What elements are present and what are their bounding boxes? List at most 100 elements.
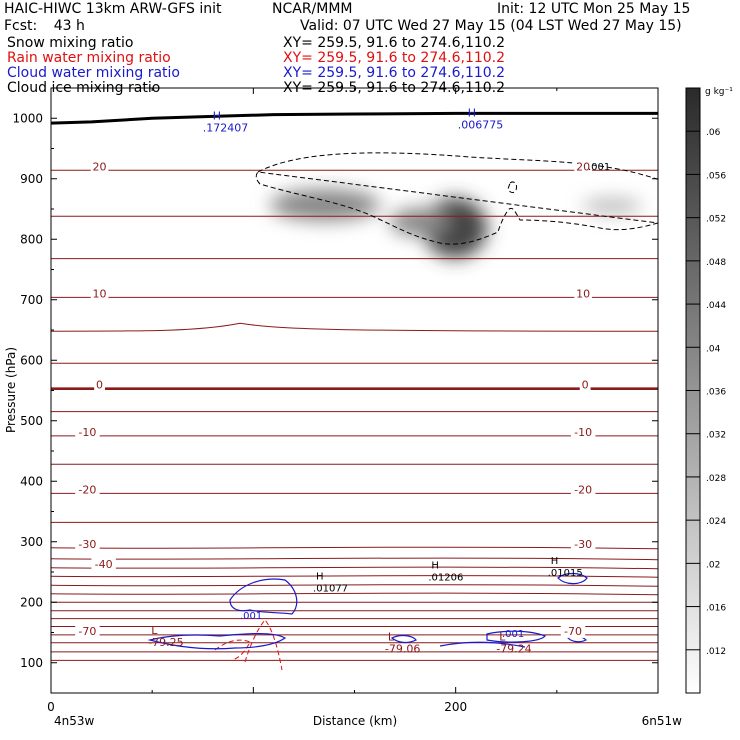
colorbar-tick-label: .048 bbox=[706, 258, 726, 268]
snow-maximum-value: .01077 bbox=[313, 583, 348, 594]
cloud-water-contour-1 bbox=[229, 578, 298, 615]
temperature-contour-label: -30 bbox=[78, 538, 96, 551]
temperature-contour-label: 0 bbox=[96, 379, 103, 392]
temperature-contour-label: -30 bbox=[574, 538, 592, 551]
colorbar-tick-label: .056 bbox=[706, 171, 726, 181]
cloud-ice-contour-label: .001 bbox=[588, 162, 610, 173]
x-endpoint-left: 4n53w bbox=[54, 714, 95, 728]
temperature-contour-label: 20 bbox=[93, 160, 107, 173]
cloud-water-maximum-value: .006775 bbox=[458, 119, 504, 132]
init-time: Init: 12 UTC Mon 25 May 15 bbox=[497, 1, 691, 17]
org-label: NCAR/MMM bbox=[272, 1, 353, 17]
x-tick-label: 0 bbox=[47, 700, 55, 714]
rain-contour-inner bbox=[214, 639, 251, 661]
snow-shading bbox=[270, 189, 642, 258]
field-name-cloudwater: Cloud water mixing ratio bbox=[7, 65, 180, 81]
temperature-contour-label-bg bbox=[90, 160, 109, 174]
temperature-contour-label-bg bbox=[560, 624, 586, 638]
y-tick-label: 1000 bbox=[12, 111, 43, 125]
colorbar-tick-label: .036 bbox=[706, 388, 726, 398]
temperature-isotherm bbox=[51, 584, 658, 587]
y-tick-label: 500 bbox=[20, 414, 43, 428]
temperature-minimum-value: -79.25 bbox=[148, 636, 183, 649]
cloud-ice-contour bbox=[255, 152, 658, 245]
colorbar-tick-label: .06 bbox=[706, 128, 721, 138]
temperature-minimum-value: -79.06 bbox=[385, 642, 420, 655]
colorbar-tick-label: .04 bbox=[706, 344, 721, 354]
rain-contour bbox=[244, 619, 283, 671]
fcst-value: 43 h bbox=[53, 18, 85, 34]
temperature-contour-label-bg bbox=[75, 624, 100, 638]
colorbar-unit: g kg⁻¹ bbox=[705, 87, 733, 97]
temperature-contour-label-bg bbox=[94, 378, 105, 392]
temperature-contour-label: -10 bbox=[574, 426, 592, 439]
colorbar-tick-label: .052 bbox=[706, 215, 726, 225]
x-endpoint-right: 6n51w bbox=[642, 714, 683, 728]
temperature-contour-label-bg bbox=[90, 287, 109, 301]
temperature-contour-label: -20 bbox=[574, 483, 592, 496]
surface-pressure-line bbox=[50, 111, 658, 125]
y-tick-label: 600 bbox=[20, 353, 43, 367]
y-tick-label: 700 bbox=[20, 293, 43, 307]
field-name-rain: Rain water mixing ratio bbox=[7, 50, 171, 66]
temperature-isotherm bbox=[51, 546, 658, 550]
valid-time: Valid: 07 UTC Wed 27 May 15 (04 LST Wed … bbox=[300, 18, 682, 34]
colorbar-tick-label: .032 bbox=[706, 431, 726, 441]
colorbar-tick-label: .016 bbox=[706, 604, 726, 614]
snow-maximum-value: .01015 bbox=[548, 568, 583, 579]
cloud-water-contour-3 bbox=[557, 572, 588, 585]
temperature-contour-label: 0 bbox=[582, 379, 589, 392]
temperature-contour-label: -70 bbox=[78, 625, 96, 638]
temperature-isotherm bbox=[51, 557, 658, 561]
temperature-minimum-value: -79.24 bbox=[496, 642, 531, 655]
temperature-minimum-marker: L bbox=[388, 630, 395, 643]
temperature-contours bbox=[51, 169, 658, 661]
y-tick-label: 800 bbox=[20, 232, 43, 246]
temperature-contour-label-bg bbox=[574, 287, 592, 301]
y-axis-label: Pressure (hPa) bbox=[4, 347, 18, 433]
y-tick-label: 400 bbox=[20, 474, 43, 488]
temperature-minimum-marker: L bbox=[499, 630, 506, 643]
colorbar-tick-label: .024 bbox=[706, 517, 726, 527]
temperature-isotherm bbox=[51, 592, 658, 596]
field-xy-rain: XY= 259.5, 91.6 to 274.6,110.2 bbox=[283, 50, 506, 66]
temperature-contour-label-bg bbox=[570, 483, 596, 497]
field-xy-snow: XY= 259.5, 91.6 to 274.6,110.2 bbox=[283, 35, 506, 51]
x-tick-label: 200 bbox=[444, 700, 467, 714]
snow-maximum-marker: H bbox=[551, 556, 559, 567]
cloud-water-contour-6 bbox=[486, 630, 546, 643]
y-tick-label: 900 bbox=[20, 172, 43, 186]
temperature-contour-label-bg bbox=[75, 537, 100, 551]
temperature-isotherm bbox=[51, 575, 658, 578]
temperature-contour-label: 20 bbox=[576, 160, 590, 173]
temperature-contour-label: -70 bbox=[564, 625, 582, 638]
temperature-minimum-marker: L bbox=[151, 624, 158, 637]
temperature-contour-label: -10 bbox=[78, 426, 96, 439]
cloud-water-contour-4 bbox=[390, 634, 417, 644]
temperature-isotherm bbox=[51, 322, 658, 332]
x-axis-label: Distance (km) bbox=[313, 714, 397, 728]
temperature-contour-label-bg bbox=[75, 425, 100, 439]
snow-maximum-value: .01206 bbox=[428, 572, 463, 583]
y-tick-label: 200 bbox=[20, 595, 43, 609]
cloud-water-contour-7 bbox=[439, 641, 526, 648]
temperature-isotherm bbox=[51, 566, 658, 570]
temperature-contour-label-bg bbox=[91, 557, 116, 571]
y-tick-label: 300 bbox=[20, 535, 43, 549]
colorbar-tick-label: .044 bbox=[706, 301, 726, 311]
temperature-contour-label-bg bbox=[570, 537, 596, 551]
temperature-contour-label: 10 bbox=[93, 287, 107, 300]
temperature-contour-label: -40 bbox=[95, 558, 113, 571]
fcst-label: Fcst: bbox=[4, 18, 38, 34]
field-xy-cloudwater: XY= 259.5, 91.6 to 274.6,110.2 bbox=[283, 65, 506, 81]
cloud-water-contour-label: .001 bbox=[502, 629, 524, 640]
cloud-water-contour-2 bbox=[149, 633, 287, 650]
temperature-contour-label-bg bbox=[579, 378, 591, 392]
colorbar-tick-label: .028 bbox=[706, 474, 726, 484]
y-tick-label: 100 bbox=[20, 656, 43, 670]
snow-maximum-marker: H bbox=[316, 571, 324, 582]
colorbar-tick-label: .02 bbox=[706, 560, 720, 570]
temperature-contour-label: 10 bbox=[576, 287, 590, 300]
colorbar-tick-label: .012 bbox=[706, 647, 726, 657]
